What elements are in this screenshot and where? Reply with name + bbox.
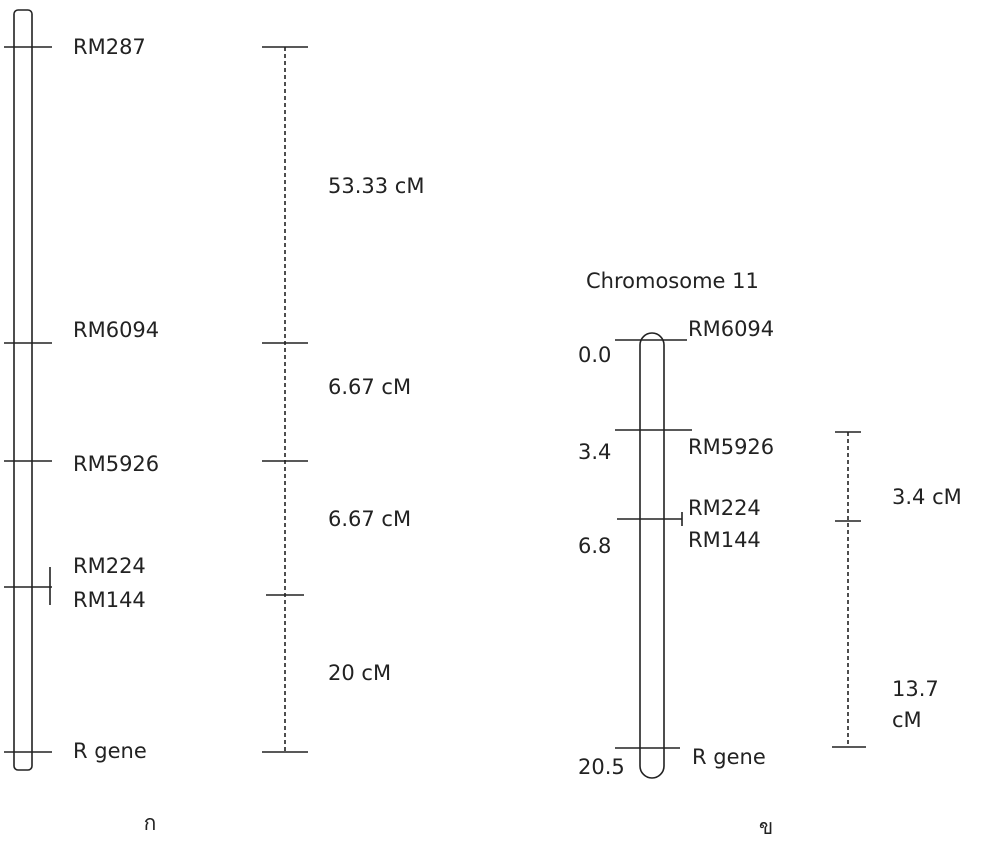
marker-label: RM144 [688,528,761,552]
distance-label: 13.7 [892,677,939,701]
distance-label: cM [892,708,922,732]
map-a: RM287 RM6094 RM5926 RM224 RM144 R gene 5… [4,9,424,835]
marker-label: RM5926 [688,435,774,459]
panel-label: ก [144,811,157,835]
marker-label: R gene [692,745,766,769]
marker-label: RM224 [73,554,146,578]
distance-label: 20 cM [328,661,391,685]
position-label: 0.0 [578,343,611,367]
distance-label: 53.33 cM [328,174,424,198]
chromosome-bar [639,332,665,779]
marker-label: RM6094 [688,317,774,341]
marker-label: RM224 [688,496,761,520]
position-label: 3.4 [578,440,611,464]
position-label: 20.5 [578,755,625,779]
marker-label: RM144 [73,588,146,612]
marker-label: RM287 [73,35,146,59]
marker-label: RM6094 [73,318,159,342]
marker-label: R gene [73,739,147,763]
map-b: Chromosome 11 0.0 3.4 6.8 20.5 RM6094 RM… [578,269,962,839]
chromosome-bar [13,9,33,771]
distance-label: 6.67 cM [328,375,411,399]
map-title: Chromosome 11 [586,269,759,293]
position-label: 6.8 [578,534,611,558]
panel-label: ข [759,815,773,839]
distance-label: 6.67 cM [328,507,411,531]
distance-label: 3.4 cM [892,485,962,509]
marker-label: RM5926 [73,452,159,476]
